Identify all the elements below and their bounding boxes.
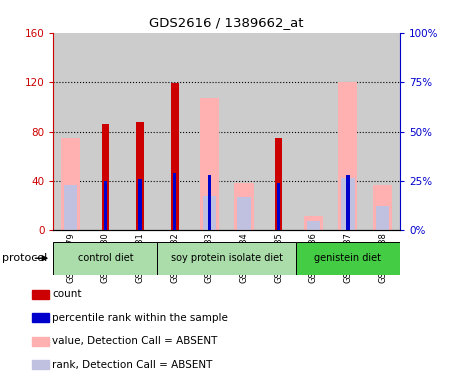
Bar [53,242,157,275]
Title: GDS2616 / 1389662_at: GDS2616 / 1389662_at [149,16,304,29]
Bar [341,179,354,230]
Bar [339,82,358,230]
Bar [157,242,296,275]
Bar [346,175,350,230]
Bar [192,33,226,230]
Bar [307,220,320,230]
Bar [226,33,261,230]
Text: protocol: protocol [2,253,47,263]
Bar [304,215,323,230]
Bar [61,138,80,230]
Bar [296,33,331,230]
Bar [173,173,176,230]
Bar [139,179,142,230]
Bar [331,33,365,230]
Text: control diet: control diet [78,253,133,263]
Text: percentile rank within the sample: percentile rank within the sample [53,313,228,323]
Bar [102,124,109,230]
Bar [32,360,48,369]
Bar [296,242,400,275]
Bar [203,196,216,230]
Bar [234,184,253,230]
Bar [365,33,400,230]
Text: soy protein isolate diet: soy protein isolate diet [171,253,283,263]
Bar [123,33,157,230]
Text: value, Detection Call = ABSENT: value, Detection Call = ABSENT [53,336,218,346]
Bar [136,122,144,230]
Bar [32,313,48,323]
Bar [88,33,123,230]
Bar [277,183,280,230]
Bar [261,33,296,230]
Bar [208,175,211,230]
Bar [275,138,282,230]
Bar [32,337,48,346]
Bar [32,290,48,299]
Bar [373,185,392,230]
Text: rank, Detection Call = ABSENT: rank, Detection Call = ABSENT [53,360,213,370]
Bar [376,206,389,230]
Bar [171,83,179,230]
Bar [157,33,192,230]
Text: genistein diet: genistein diet [314,253,381,263]
Bar [200,98,219,230]
Bar [104,181,107,230]
Text: count: count [53,290,82,300]
Bar [238,197,251,230]
Bar [53,33,88,230]
Bar [64,185,77,230]
